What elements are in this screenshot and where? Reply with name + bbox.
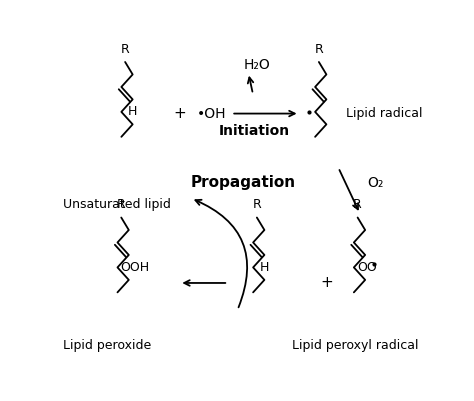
Text: Initiation: Initiation (219, 124, 290, 138)
Text: O₂: O₂ (368, 176, 384, 190)
Text: +: + (320, 275, 333, 290)
Text: R: R (121, 43, 129, 56)
Text: OO: OO (357, 261, 377, 274)
Text: +: + (173, 106, 186, 121)
Text: OOH: OOH (120, 261, 150, 274)
Text: Unsaturated lipid: Unsaturated lipid (63, 198, 171, 211)
FancyArrowPatch shape (195, 200, 247, 307)
Text: R: R (253, 198, 261, 211)
Text: Lipid peroxyl radical: Lipid peroxyl radical (292, 339, 418, 352)
Text: H₂O: H₂O (244, 58, 270, 72)
Text: •OH: •OH (197, 107, 227, 121)
Text: Propagation: Propagation (191, 175, 295, 190)
Text: H: H (128, 105, 137, 118)
Text: Lipid peroxide: Lipid peroxide (63, 339, 151, 352)
Text: H: H (259, 261, 269, 274)
Text: Lipid radical: Lipid radical (346, 107, 422, 120)
Text: R: R (117, 198, 126, 211)
Text: R: R (315, 43, 323, 56)
Text: R: R (353, 198, 362, 211)
